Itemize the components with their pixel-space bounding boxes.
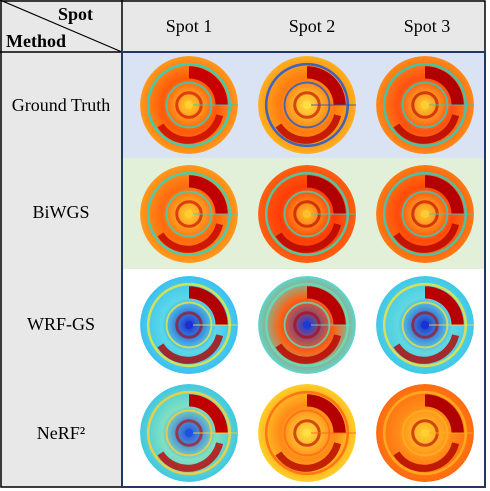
heatmap-ground-truth-spot-2	[258, 56, 356, 154]
heatmap-wrf-gs-spot-2	[258, 276, 356, 374]
corner-header-method: Method	[6, 31, 66, 51]
corner-header-spot: Spot	[58, 4, 94, 24]
heatmap-ground-truth-spot-3	[376, 56, 474, 154]
heatmap-nerf2-spot-3	[376, 384, 474, 482]
heatmap-ground-truth-spot-1	[140, 56, 238, 154]
heatmap-nerf2-spot-1	[140, 384, 238, 482]
column-header-spot-2: Spot 2	[288, 16, 336, 36]
header-background	[0, 0, 485, 52]
heatmap-biwgs-spot-1	[140, 165, 238, 263]
row-label-wrf-gs: WRF-GS	[26, 314, 95, 334]
row-label-ground-truth: Ground Truth	[11, 95, 111, 115]
heatmap-nerf2-spot-2	[258, 384, 356, 482]
heatmap-wrf-gs-spot-3	[376, 276, 474, 374]
row-label-biwgs: BiWGS	[32, 202, 90, 222]
row-label-nerf2: NeRF²	[36, 423, 86, 443]
heatmap-wrf-gs-spot-1	[140, 276, 238, 374]
column-header-spot-3: Spot 3	[403, 16, 451, 36]
label-column-background	[0, 52, 122, 487]
heatmap-biwgs-spot-2	[258, 165, 356, 263]
heatmap-biwgs-spot-3	[376, 165, 474, 263]
column-header-spot-1: Spot 1	[165, 16, 213, 36]
